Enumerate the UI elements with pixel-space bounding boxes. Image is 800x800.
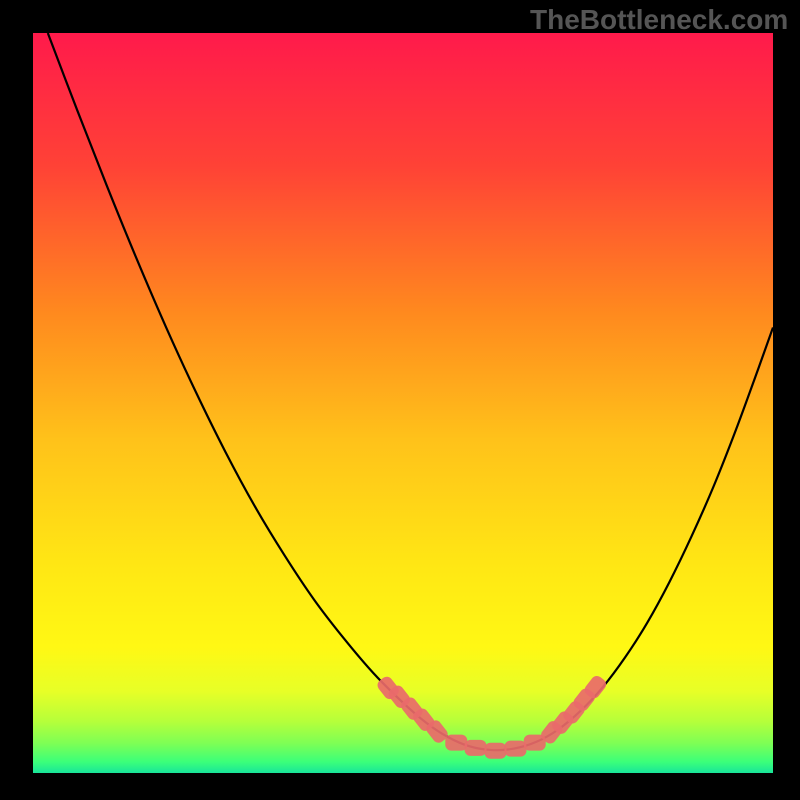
highlight-marker bbox=[504, 741, 526, 757]
highlight-marker bbox=[465, 740, 487, 756]
highlight-marker bbox=[485, 743, 507, 759]
highlight-marker bbox=[445, 735, 467, 751]
plot-frame bbox=[30, 30, 770, 770]
bottleneck-chart bbox=[33, 33, 773, 773]
watermark-text: TheBottleneck.com bbox=[530, 4, 788, 36]
chart-background bbox=[33, 33, 773, 773]
